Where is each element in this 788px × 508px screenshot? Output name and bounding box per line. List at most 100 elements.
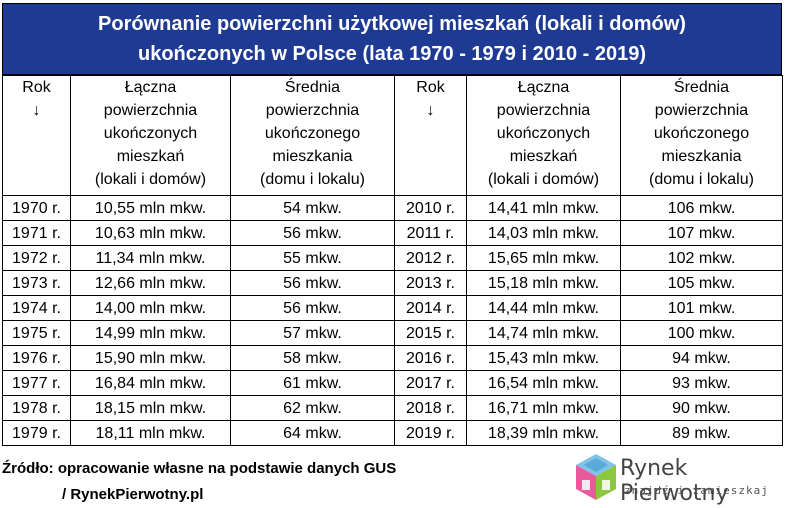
table-row: 1977 r. 16,84 mln mkw. 61 mkw. 2017 r. 16,54… xyxy=(2,370,783,396)
source-note: Źródło: opracowanie własne na podstawie … xyxy=(2,456,396,508)
table-row: 1976 r. 15,90 mln mkw. 58 mkw. 2016 r. 15,43… xyxy=(2,345,783,371)
table-row: 1972 r. 11,34 mln mkw. 55 mkw. 2012 r. 15,65… xyxy=(2,245,783,271)
total-area-1970s-cell: 11,34 mln mkw. xyxy=(70,245,231,271)
table-title-line-2: ukończonych w Polsce (lata 1970 - 1979 i… xyxy=(137,43,647,65)
year-2010s-cell: 2010 r. xyxy=(394,195,467,221)
header-total-1: Łączna powierzchnia ukończonych mieszkań (lo… xyxy=(70,75,231,196)
house-cube-logo-icon xyxy=(576,454,616,500)
average-area-2010s-cell: 89 mkw. xyxy=(620,420,783,446)
average-area-1970s-cell: 57 mkw. xyxy=(230,320,395,346)
year-1970s-cell: 1971 r. xyxy=(2,220,71,246)
table-row: 1975 r. 14,99 mln mkw. 57 mkw. 2015 r. 14,74… xyxy=(2,320,783,346)
header-line: Rok xyxy=(416,79,445,96)
average-area-1970s-cell: 56 mkw. xyxy=(230,270,395,296)
year-2010s-cell: 2015 r. xyxy=(394,320,467,346)
average-area-2010s-cell: 102 mkw. xyxy=(620,245,783,271)
total-area-1970s-cell: 18,11 mln mkw. xyxy=(70,420,231,446)
header-average-1: Średnia powierzchnia ukończonego mieszkania… xyxy=(230,75,395,196)
average-area-1970s-cell: 54 mkw. xyxy=(230,195,395,221)
table-title: Porównanie powierzchni użytkowej mieszka… xyxy=(2,3,782,75)
total-area-2010s-cell: 18,39 mln mkw. xyxy=(466,420,621,446)
source-line-1: Źródło: opracowanie własne na podstawie … xyxy=(2,460,397,477)
header-year-1: Rok ↓ xyxy=(2,75,71,196)
header-line: mieszkań xyxy=(116,148,185,165)
total-area-2010s-cell: 16,54 mln mkw. xyxy=(466,370,621,396)
table-row: 1971 r. 10,63 mln mkw. 56 mkw. 2011 r. 14,03… xyxy=(2,220,783,246)
year-1970s-cell: 1973 r. xyxy=(2,270,71,296)
year-1970s-cell: 1977 r. xyxy=(2,370,71,396)
header-line: Łączna xyxy=(517,79,570,96)
average-area-2010s-cell: 93 mkw. xyxy=(620,370,783,396)
header-average-2: Średnia powierzchnia ukończonego mieszkania… xyxy=(620,75,783,196)
total-area-2010s-cell: 14,41 mln mkw. xyxy=(466,195,621,221)
average-area-1970s-cell: 62 mkw. xyxy=(230,395,395,421)
header-row: Rok ↓ Łączna powierzchnia ukończonych mieszk… xyxy=(2,75,783,196)
year-1970s-cell: 1975 r. xyxy=(2,320,71,346)
year-2010s-cell: 2016 r. xyxy=(394,345,467,371)
header-line: mieszkań xyxy=(509,148,578,165)
average-area-1970s-cell: 56 mkw. xyxy=(230,295,395,321)
average-area-1970s-cell: 56 mkw. xyxy=(230,220,395,246)
year-1970s-cell: 1978 r. xyxy=(2,395,71,421)
average-area-2010s-cell: 100 mkw. xyxy=(620,320,783,346)
header-line: powierzchnia xyxy=(654,102,749,119)
total-area-1970s-cell: 14,00 mln mkw. xyxy=(70,295,231,321)
header-line: powierzchnia xyxy=(496,102,591,119)
year-1970s-cell: 1972 r. xyxy=(2,245,71,271)
header-line: ↓ xyxy=(426,102,435,119)
year-2010s-cell: 2014 r. xyxy=(394,295,467,321)
rynek-pierwotny-logo: Rynek Pierwotny znajdź i zamieszkaj xyxy=(574,452,784,506)
header-line: powierzchnia xyxy=(265,102,360,119)
table-row: 1974 r. 14,00 mln mkw. 56 mkw. 2014 r. 14,44… xyxy=(2,295,783,321)
header-line: ukończonego xyxy=(653,125,750,142)
year-2010s-cell: 2013 r. xyxy=(394,270,467,296)
total-area-2010s-cell: 16,71 mln mkw. xyxy=(466,395,621,421)
average-area-2010s-cell: 105 mkw. xyxy=(620,270,783,296)
header-line: Średnia xyxy=(673,79,730,96)
average-area-1970s-cell: 55 mkw. xyxy=(230,245,395,271)
average-area-2010s-cell: 90 mkw. xyxy=(620,395,783,421)
total-area-1970s-cell: 16,84 mln mkw. xyxy=(70,370,231,396)
header-line: Rok xyxy=(22,79,51,96)
total-area-2010s-cell: 15,18 mln mkw. xyxy=(466,270,621,296)
average-area-1970s-cell: 64 mkw. xyxy=(230,420,395,446)
header-line: mieszkania xyxy=(661,148,742,165)
table-row: 1970 r. 10,55 mln mkw. 54 mkw. 2010 r. 14,41… xyxy=(2,195,783,221)
total-area-1970s-cell: 10,63 mln mkw. xyxy=(70,220,231,246)
total-area-1970s-cell: 15,90 mln mkw. xyxy=(70,345,231,371)
average-area-1970s-cell: 58 mkw. xyxy=(230,345,395,371)
total-area-2010s-cell: 14,44 mln mkw. xyxy=(466,295,621,321)
header-line: powierzchnia xyxy=(103,102,198,119)
header-line: (lokali i domów) xyxy=(94,171,207,188)
table-row: 1978 r. 18,15 mln mkw. 62 mkw. 2018 r. 16,71… xyxy=(2,395,783,421)
logo-brand: Rynek Pierwotny xyxy=(620,456,729,506)
year-2010s-cell: 2011 r. xyxy=(394,220,467,246)
total-area-2010s-cell: 14,03 mln mkw. xyxy=(466,220,621,246)
header-year-2: Rok ↓ xyxy=(394,75,467,196)
year-1970s-cell: 1979 r. xyxy=(2,420,71,446)
logo-tagline: znajdź i zamieszkaj xyxy=(624,484,769,497)
average-area-2010s-cell: 94 mkw. xyxy=(620,345,783,371)
header-line: ukończonego xyxy=(264,125,361,142)
header-line: Łączna xyxy=(124,79,177,96)
year-2010s-cell: 2012 r. xyxy=(394,245,467,271)
header-line: (domu i lokalu) xyxy=(260,171,365,188)
table-title-line-1: Porównanie powierzchni użytkowej mieszka… xyxy=(98,13,686,35)
average-area-2010s-cell: 106 mkw. xyxy=(620,195,783,221)
header-line: Średnia xyxy=(284,79,341,96)
data-table: Rok ↓ Łączna powierzchnia ukończonych mieszk… xyxy=(2,75,783,446)
header-line: ↓ xyxy=(32,102,41,119)
header-total-2: Łączna powierzchnia ukończonych mieszkań (lo… xyxy=(466,75,621,196)
year-1970s-cell: 1970 r. xyxy=(2,195,71,221)
header-line: mieszkania xyxy=(272,148,353,165)
total-area-1970s-cell: 12,66 mln mkw. xyxy=(70,270,231,296)
total-area-2010s-cell: 14,74 mln mkw. xyxy=(466,320,621,346)
total-area-2010s-cell: 15,43 mln mkw. xyxy=(466,345,621,371)
year-2010s-cell: 2017 r. xyxy=(394,370,467,396)
header-line: ukończonych xyxy=(103,125,198,142)
average-area-2010s-cell: 107 mkw. xyxy=(620,220,783,246)
average-area-1970s-cell: 61 mkw. xyxy=(230,370,395,396)
header-line: (domu i lokalu) xyxy=(649,171,754,188)
total-area-1970s-cell: 14,99 mln mkw. xyxy=(70,320,231,346)
table-row: 1979 r. 18,11 mln mkw. 64 mkw. 2019 r. 18,39… xyxy=(2,420,783,446)
